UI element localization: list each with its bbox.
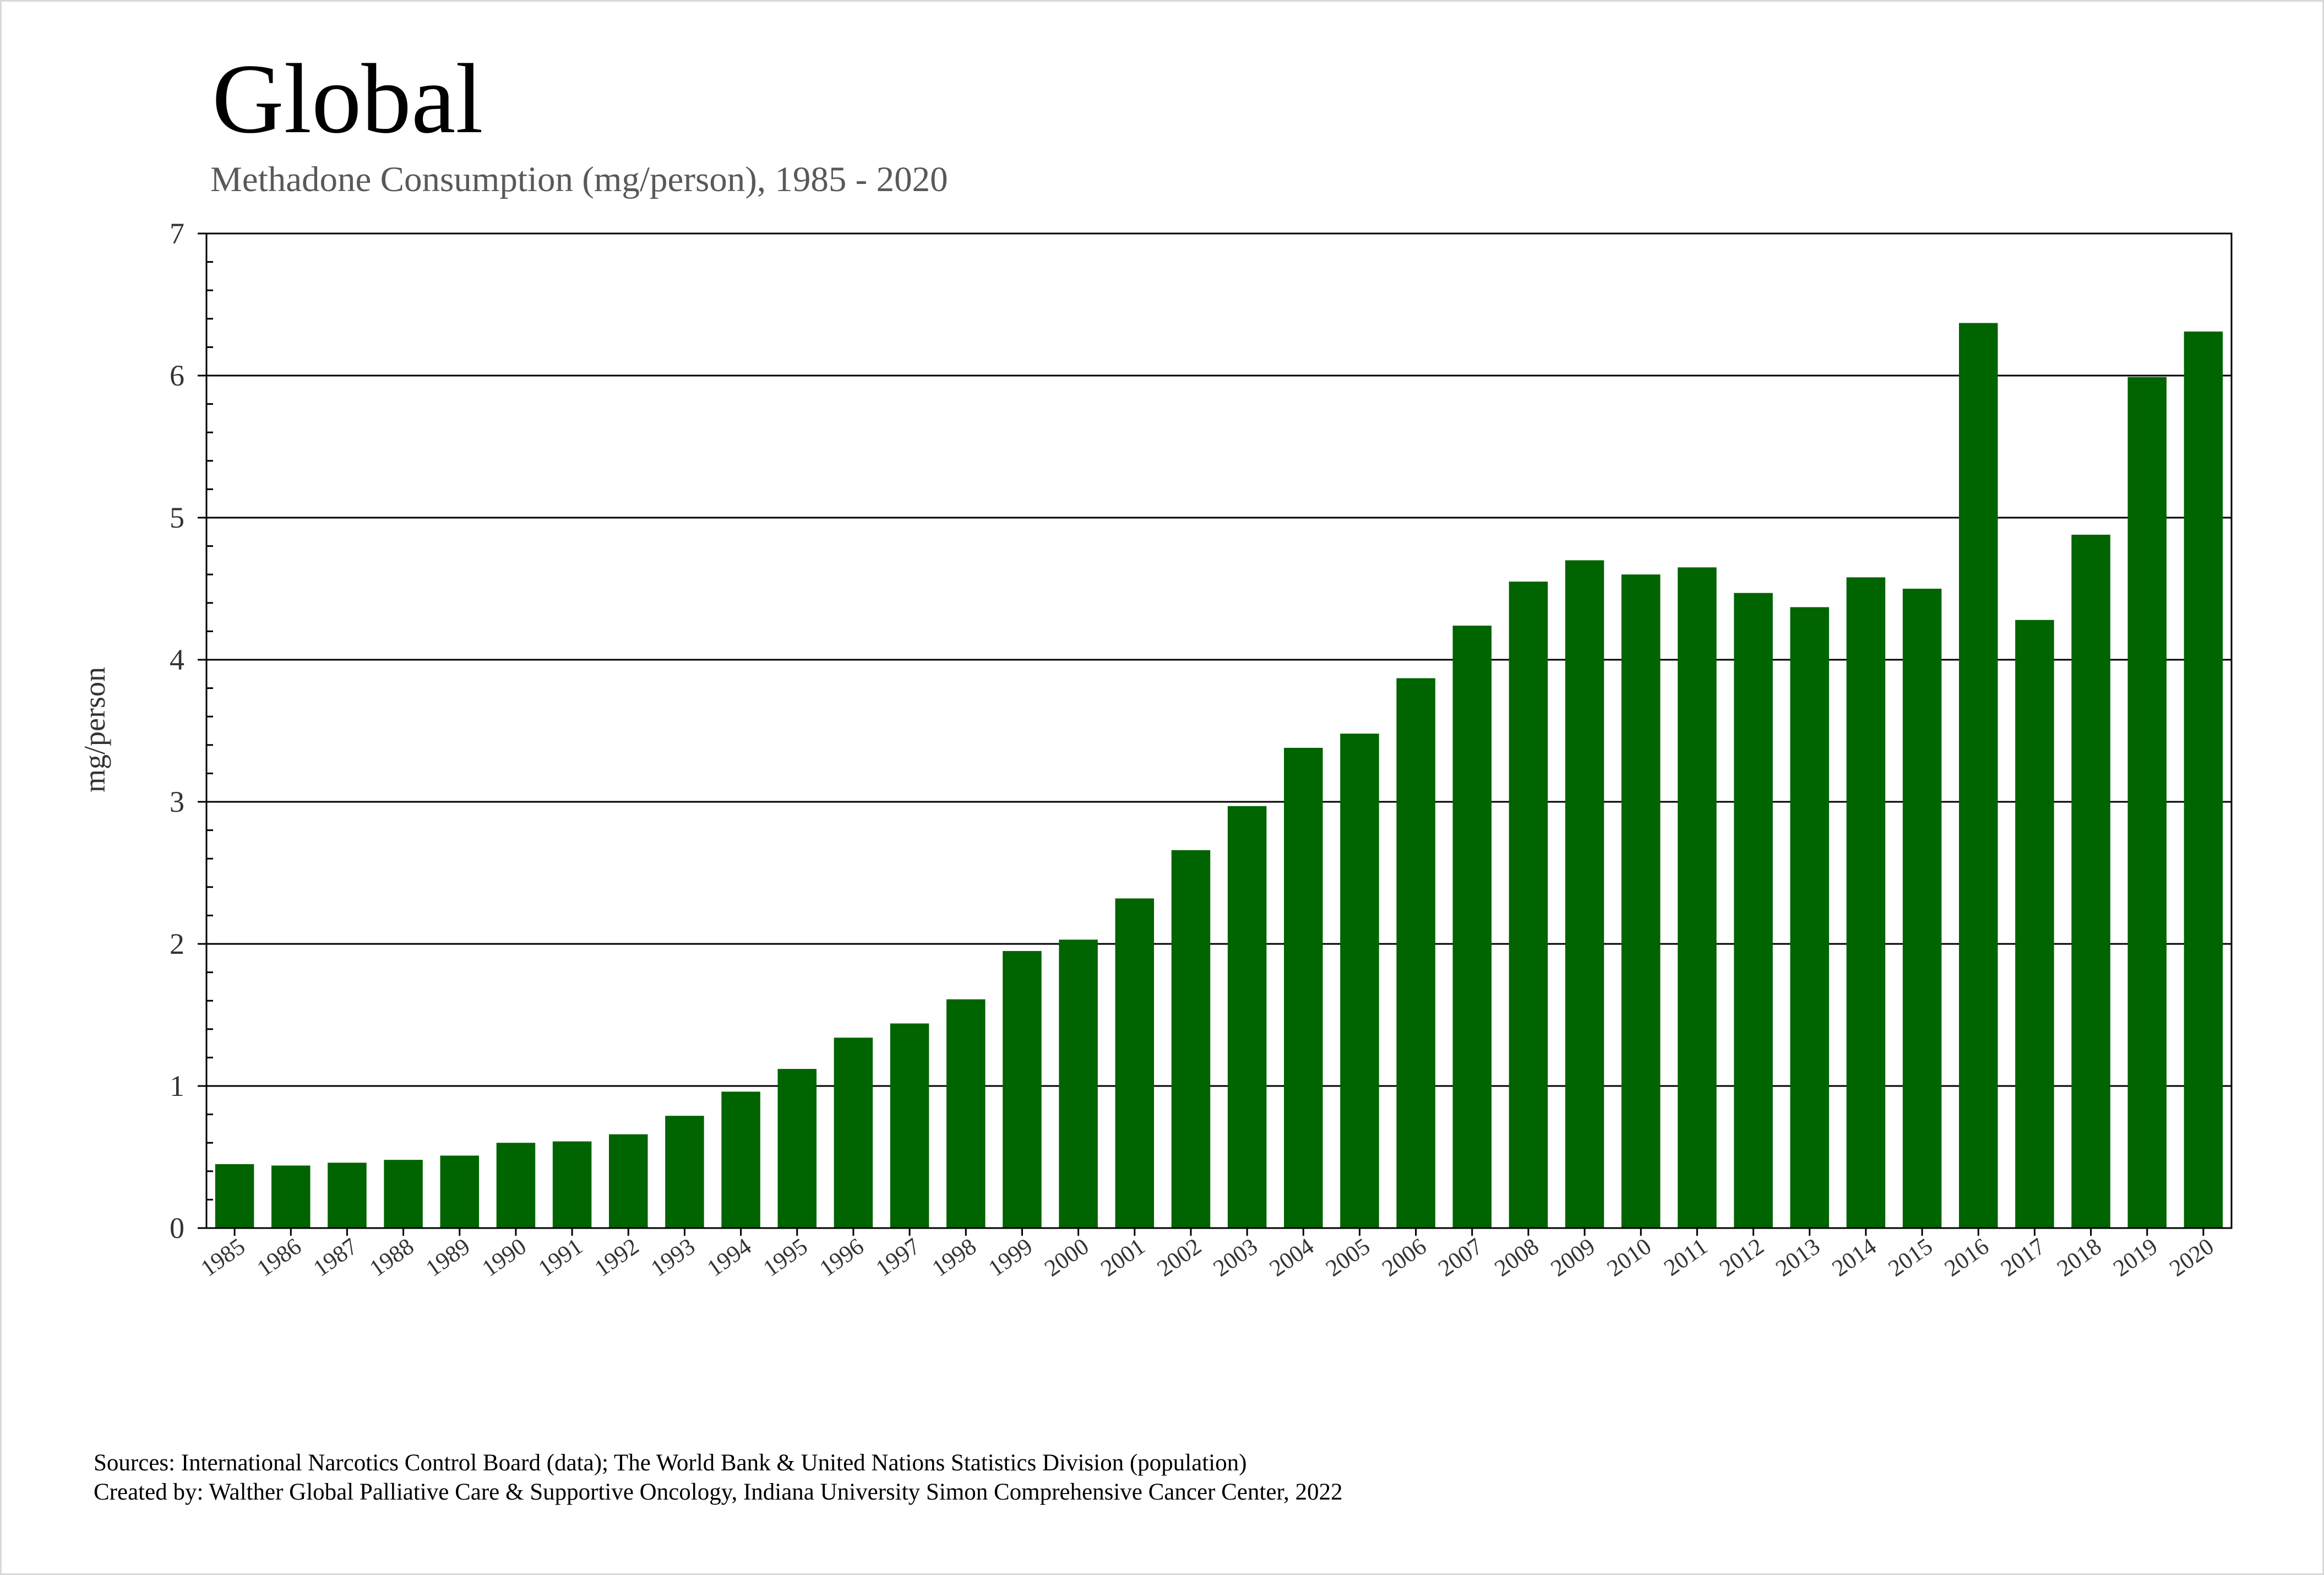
x-tick-label: 2002 <box>1152 1234 1206 1282</box>
y-tick-label: 3 <box>170 785 184 818</box>
y-tick-label: 4 <box>170 643 184 676</box>
y-axis-label: mg/person <box>78 667 111 792</box>
x-tick-label: 1998 <box>928 1234 981 1282</box>
bar-2001 <box>1115 898 1154 1228</box>
footer-created-by: Created by: Walther Global Palliative Ca… <box>94 1479 1343 1505</box>
bar-2000 <box>1059 939 1098 1228</box>
bar-1995 <box>777 1069 817 1228</box>
bar-2006 <box>1396 678 1435 1228</box>
x-tick-label: 2005 <box>1321 1234 1375 1282</box>
x-tick-label: 1987 <box>309 1234 362 1282</box>
x-tick-label: 1991 <box>534 1234 587 1282</box>
bar-2002 <box>1171 850 1211 1228</box>
bar-2019 <box>2127 377 2167 1228</box>
bar-2010 <box>1621 574 1661 1228</box>
bar-1992 <box>609 1134 648 1228</box>
bar-2017 <box>2015 620 2054 1228</box>
x-tick-label: 2011 <box>1659 1234 1712 1281</box>
bar-2007 <box>1452 626 1492 1228</box>
y-axis-ticks: 0 1 2 3 4 5 6 7 <box>170 217 213 1245</box>
x-tick-label: 2006 <box>1378 1234 1431 1282</box>
y-tick-label: 0 <box>170 1212 184 1245</box>
bar-1988 <box>384 1160 423 1228</box>
bar-2009 <box>1565 560 1604 1228</box>
x-tick-label: 1999 <box>984 1234 1037 1282</box>
x-tick-label: 2018 <box>2053 1234 2106 1282</box>
bar-1987 <box>328 1163 367 1228</box>
x-tick-label: 1993 <box>646 1234 700 1282</box>
x-tick-label: 2008 <box>1490 1234 1543 1282</box>
bar-2008 <box>1509 582 1548 1228</box>
bar-2005 <box>1340 734 1379 1228</box>
x-tick-label: 2019 <box>2109 1234 2162 1282</box>
bar-1999 <box>1003 951 1042 1228</box>
bar-1997 <box>890 1023 929 1228</box>
x-tick-label: 2017 <box>1996 1234 2050 1282</box>
x-tick-label: 2010 <box>1603 1234 1656 1282</box>
bar-1994 <box>721 1091 760 1228</box>
x-tick-label: 1996 <box>815 1234 868 1282</box>
x-tick-label: 2004 <box>1265 1234 1319 1282</box>
x-tick-label: 1989 <box>421 1234 475 1282</box>
x-tick-label: 2013 <box>1771 1234 1825 1282</box>
bar-1998 <box>946 999 986 1228</box>
bar-2004 <box>1284 747 1323 1228</box>
bar-2014 <box>1846 577 1886 1228</box>
x-tick-label: 2015 <box>1884 1234 1937 1282</box>
bar-2011 <box>1678 567 1717 1228</box>
x-tick-label: 2000 <box>1040 1234 1093 1282</box>
bar-1991 <box>552 1141 592 1228</box>
x-axis-ticks: 1985 1986 1987 1988 1989 1990 1991 1992 1993 1994… <box>196 1228 2219 1282</box>
chart-subtitle: Methadone Consumption (mg/person), 1985 … <box>210 160 948 199</box>
x-tick-label: 2001 <box>1096 1234 1150 1282</box>
bar-1993 <box>665 1116 704 1228</box>
y-tick-label: 7 <box>170 217 184 250</box>
x-tick-label: 1992 <box>590 1234 644 1282</box>
x-tick-label: 2016 <box>1940 1234 1994 1282</box>
x-tick-label: 2014 <box>1827 1234 1881 1282</box>
bar-1996 <box>834 1038 873 1228</box>
x-tick-label: 2003 <box>1209 1234 1262 1282</box>
bar-2003 <box>1227 806 1267 1228</box>
footer-sources: Sources: International Narcotics Control… <box>94 1450 1247 1476</box>
x-tick-label: 2020 <box>2165 1234 2218 1282</box>
y-tick-label: 1 <box>170 1069 184 1102</box>
bar-1985 <box>215 1164 254 1228</box>
x-tick-label: 2009 <box>1546 1234 1599 1282</box>
bar-2012 <box>1734 593 1773 1228</box>
x-tick-label: 2007 <box>1434 1234 1487 1282</box>
bar-1989 <box>440 1155 479 1228</box>
bar-1986 <box>271 1165 311 1228</box>
bar-2013 <box>1790 607 1829 1228</box>
bar-2015 <box>1902 589 1942 1228</box>
y-tick-label: 2 <box>170 927 184 960</box>
gridlines <box>206 374 2232 1087</box>
y-tick-label: 6 <box>170 359 184 392</box>
x-tick-label: 1986 <box>253 1234 306 1282</box>
x-tick-label: 1995 <box>759 1234 812 1282</box>
y-tick-label: 5 <box>170 501 184 534</box>
x-tick-label: 2012 <box>1715 1234 1768 1282</box>
chart-title: Global <box>212 44 483 154</box>
x-tick-label: 1988 <box>365 1234 418 1282</box>
x-tick-label: 1997 <box>871 1234 924 1282</box>
bars <box>215 323 2223 1229</box>
x-tick-label: 1990 <box>477 1234 531 1282</box>
x-tick-label: 1985 <box>196 1234 249 1282</box>
bar-2020 <box>2184 332 2223 1228</box>
axes <box>205 232 2233 1229</box>
x-tick-label: 1994 <box>703 1234 756 1282</box>
plot-area-border <box>205 232 2233 1229</box>
bar-2016 <box>1959 323 1998 1228</box>
bar-1990 <box>496 1143 536 1228</box>
bar-2018 <box>2071 534 2110 1229</box>
